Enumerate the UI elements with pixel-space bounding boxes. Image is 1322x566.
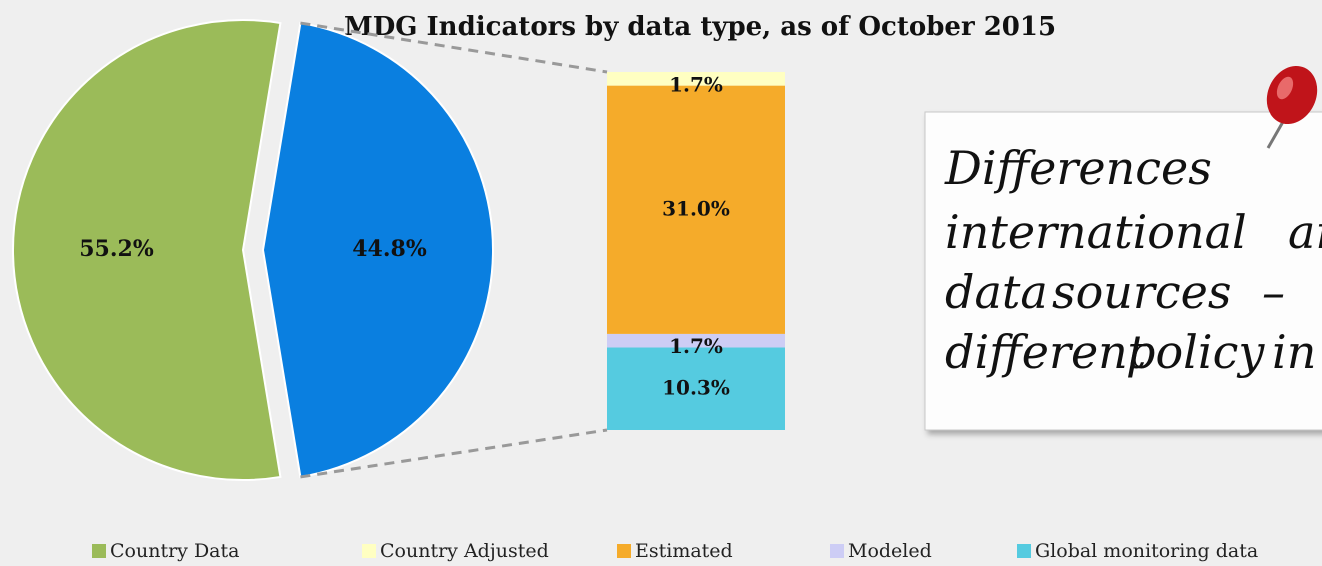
note-line: differentpolicy in bbox=[945, 325, 1316, 379]
connector bbox=[300, 428, 608, 479]
note-box bbox=[924, 111, 1322, 431]
note-line: internationalar bbox=[945, 205, 1322, 259]
legend-swatch bbox=[362, 544, 376, 558]
bar-segment bbox=[607, 85, 785, 334]
connector bbox=[300, 21, 608, 74]
legend-label: Country Data bbox=[110, 540, 239, 562]
pin bbox=[1266, 65, 1318, 149]
legend-label: Estimated bbox=[635, 540, 733, 562]
legend-label: Country Adjusted bbox=[380, 540, 549, 562]
bar-segment bbox=[607, 72, 785, 86]
legend-label: Modeled bbox=[848, 540, 932, 562]
pie-label: 44.8% bbox=[352, 236, 427, 262]
bar-label: 1.7% bbox=[669, 72, 723, 96]
pie-label: 55.2% bbox=[79, 236, 154, 262]
legend-swatch bbox=[830, 544, 844, 558]
legend-swatch bbox=[92, 544, 106, 558]
bar-label: 10.3% bbox=[662, 375, 730, 399]
legend-label: Global monitoring data bbox=[1035, 540, 1258, 562]
bar-label: 1.7% bbox=[669, 334, 723, 358]
chart-title: MDG Indicators by data type, as of Octob… bbox=[344, 12, 1056, 42]
bar-segment bbox=[607, 333, 785, 348]
legend-swatch bbox=[617, 544, 631, 558]
pie-slice bbox=[12, 19, 282, 481]
note-line: datasources – bbox=[945, 265, 1285, 319]
pie-slice bbox=[261, 21, 495, 479]
note: Differences internationalar datasources– di… bbox=[944, 141, 1322, 379]
bar-segment bbox=[607, 347, 785, 430]
legend-swatch bbox=[1017, 544, 1031, 558]
note-line: Differences bbox=[944, 141, 1212, 195]
bar-label: 31.0% bbox=[662, 196, 730, 220]
